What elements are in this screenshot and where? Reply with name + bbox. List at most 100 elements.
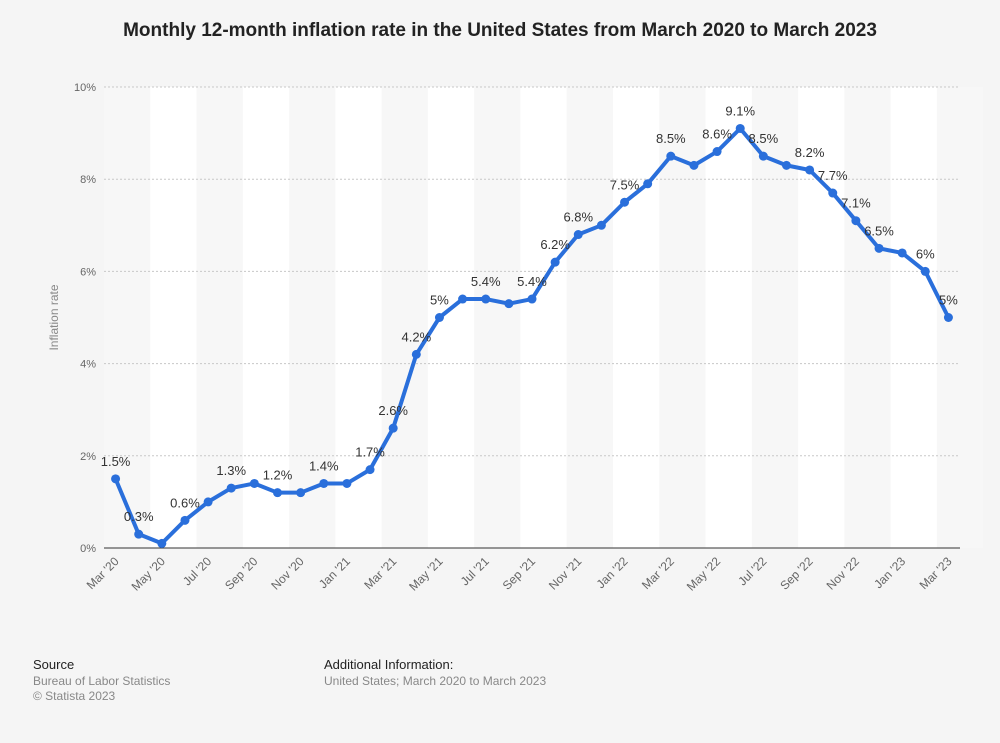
data-point xyxy=(874,243,884,253)
x-tick-label: Mar '22 xyxy=(639,554,677,592)
data-label: 1.7% xyxy=(355,445,385,460)
data-label: 6% xyxy=(916,246,935,261)
data-point xyxy=(434,313,444,322)
data-point xyxy=(851,216,861,226)
data-label: 5% xyxy=(430,293,449,308)
source-heading: Source xyxy=(33,657,75,672)
data-label: 6.5% xyxy=(864,223,894,238)
data-point xyxy=(180,515,190,525)
data-point xyxy=(943,313,953,322)
data-point xyxy=(388,423,398,433)
x-tick-label: Mar '20 xyxy=(84,554,122,592)
plot-band xyxy=(844,87,891,548)
x-tick-label: Nov '21 xyxy=(546,554,585,593)
copyright-text: © Statista 2023 xyxy=(33,689,116,703)
data-point xyxy=(273,488,283,498)
data-label: 1.3% xyxy=(216,463,246,478)
data-point xyxy=(643,179,653,189)
x-tick-label: Sep '22 xyxy=(777,554,816,593)
plot-band xyxy=(381,87,428,548)
plot-background xyxy=(104,87,960,548)
y-axis-label: Inflation rate xyxy=(47,284,61,350)
source-text: Bureau of Labor Statistics xyxy=(33,674,171,688)
y-tick-label: 0% xyxy=(80,543,96,555)
data-point xyxy=(249,478,259,488)
data-point xyxy=(781,160,791,170)
data-label: 4.2% xyxy=(402,329,432,344)
data-label: 7.7% xyxy=(818,168,848,183)
data-point xyxy=(157,538,167,548)
x-tick-label: Jan '22 xyxy=(594,554,631,591)
data-label: 2.6% xyxy=(378,403,408,418)
x-tick-label: Mar '23 xyxy=(917,554,955,592)
data-label: 1.4% xyxy=(309,458,339,473)
x-tick-label: May '22 xyxy=(684,554,724,594)
source-block: Source Bureau of Labor Statistics © Stat… xyxy=(33,657,170,704)
data-point xyxy=(319,478,329,488)
data-point xyxy=(296,488,306,498)
data-point xyxy=(111,474,121,484)
data-label: 6.2% xyxy=(540,237,570,252)
y-tick-label: 4% xyxy=(80,359,96,371)
x-tick-label: Nov '22 xyxy=(824,554,863,593)
x-tick-label: Nov '20 xyxy=(268,554,307,593)
plot-band xyxy=(104,87,151,548)
data-label: 6.8% xyxy=(563,210,593,225)
y-tick-label: 10% xyxy=(74,82,96,94)
data-point xyxy=(527,294,537,304)
data-label: 7.5% xyxy=(610,177,640,192)
plot-band xyxy=(474,87,521,548)
data-point xyxy=(550,257,560,267)
data-point xyxy=(805,165,815,175)
x-tick-label: Jan '21 xyxy=(316,554,353,591)
data-point xyxy=(226,483,236,493)
x-tick-label: Mar '21 xyxy=(361,554,399,592)
data-label: 9.1% xyxy=(725,103,755,118)
x-tick-label: Sep '20 xyxy=(222,554,261,593)
data-label: 0.6% xyxy=(170,495,200,510)
data-point xyxy=(411,349,421,359)
data-point xyxy=(342,478,352,488)
x-tick-label: May '20 xyxy=(129,554,169,594)
plot-band xyxy=(196,87,243,548)
data-label: 0.3% xyxy=(124,509,154,524)
x-tick-label: Jul '22 xyxy=(735,554,769,588)
data-point xyxy=(758,151,768,161)
data-point xyxy=(481,294,491,304)
data-label: 8.5% xyxy=(656,131,686,146)
y-tick-label: 2% xyxy=(80,451,96,463)
plot-band xyxy=(936,87,984,548)
data-point xyxy=(620,197,630,207)
data-point xyxy=(573,230,583,240)
data-point xyxy=(897,248,907,258)
data-label: 8.5% xyxy=(749,131,779,146)
plot-band xyxy=(751,87,799,548)
x-tick-label: Jul '21 xyxy=(458,554,492,588)
data-label: 7.1% xyxy=(841,196,871,211)
y-tick-label: 8% xyxy=(80,174,96,186)
data-point xyxy=(920,266,930,276)
additional-info-block: Additional Information: United States; M… xyxy=(324,657,546,689)
data-label: 8.6% xyxy=(702,127,732,142)
x-tick-label: Jan '23 xyxy=(871,554,908,591)
x-tick-label: Sep '21 xyxy=(500,554,539,593)
plot-band xyxy=(289,87,336,548)
data-point xyxy=(828,188,838,198)
data-label: 5% xyxy=(939,293,958,308)
x-tick-label: Jul '20 xyxy=(180,554,214,588)
data-point xyxy=(458,294,468,304)
data-point xyxy=(134,529,144,539)
data-point xyxy=(504,299,514,309)
data-point xyxy=(735,123,745,133)
y-tick-label: 6% xyxy=(80,266,96,278)
data-label: 8.2% xyxy=(795,145,825,160)
data-point xyxy=(596,220,606,230)
data-label: 5.4% xyxy=(471,274,501,289)
data-point xyxy=(689,160,699,170)
data-label: 1.2% xyxy=(263,468,293,483)
additional-info-heading: Additional Information: xyxy=(324,657,454,672)
data-point xyxy=(365,465,375,475)
x-tick-label: May '21 xyxy=(406,554,446,594)
chart-title: Monthly 12-month inflation rate in the U… xyxy=(123,20,877,41)
